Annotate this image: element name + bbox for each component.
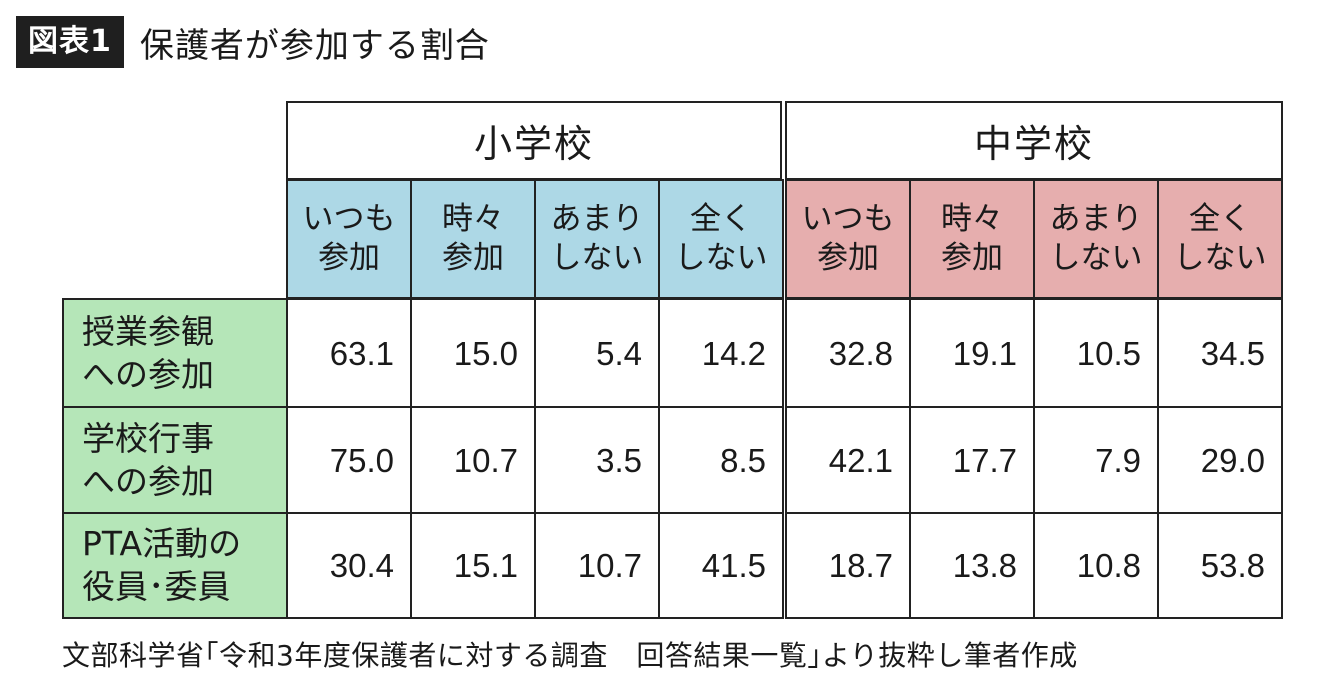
cell-elementary-r2-c2: 10.7 — [534, 512, 660, 619]
cell-elementary-r2-c1: 15.1 — [410, 512, 536, 619]
col-header-elementary-0: いつも 参加 — [286, 179, 412, 299]
cell-middle-r1-c0: 42.1 — [785, 406, 911, 515]
cell-middle-r2-c1: 13.8 — [909, 512, 1035, 619]
cell-middle-r2-c0: 18.7 — [785, 512, 911, 619]
row-header-2: PTA活動の 役員･委員 — [62, 512, 288, 619]
cell-middle-r0-c0: 32.8 — [785, 298, 911, 409]
cell-middle-r0-c1: 19.1 — [909, 298, 1035, 409]
cell-elementary-r0-c0: 63.1 — [286, 298, 412, 409]
cell-elementary-r0-c2: 5.4 — [534, 298, 660, 409]
cell-elementary-r2-c0: 30.4 — [286, 512, 412, 619]
col-header-elementary-3: 全く しない — [658, 179, 784, 299]
cell-middle-r1-c2: 7.9 — [1033, 406, 1159, 515]
figure-title: 保護者が参加する割合 — [139, 25, 490, 66]
row-header-0: 授業参観 への参加 — [62, 298, 288, 409]
figure-title-row: 図表1 保護者が参加する割合 — [16, 16, 490, 68]
cell-middle-r2-c2: 10.8 — [1033, 512, 1159, 619]
col-header-middle-2: あまり しない — [1033, 179, 1159, 299]
cell-middle-r2-c3: 53.8 — [1157, 512, 1283, 619]
col-header-elementary-2: あまり しない — [534, 179, 660, 299]
cell-middle-r1-c3: 29.0 — [1157, 406, 1283, 515]
cell-elementary-r2-c3: 41.5 — [658, 512, 784, 619]
cell-elementary-r1-c0: 75.0 — [286, 406, 412, 515]
col-header-middle-3: 全く しない — [1157, 179, 1283, 299]
cell-middle-r1-c1: 17.7 — [909, 406, 1035, 515]
source-note: 文部科学省｢令和3年度保護者に対する調査 回答結果一覧｣より抜粋し筆者作成 — [62, 639, 1078, 672]
cell-elementary-r1-c2: 3.5 — [534, 406, 660, 515]
figure-label: 図表1 — [16, 16, 124, 68]
col-header-middle-0: いつも 参加 — [785, 179, 911, 299]
cell-elementary-r0-c1: 15.0 — [410, 298, 536, 409]
cell-elementary-r1-c3: 8.5 — [658, 406, 784, 515]
cell-middle-r0-c2: 10.5 — [1033, 298, 1159, 409]
cell-elementary-r0-c3: 14.2 — [658, 298, 784, 409]
cell-middle-r0-c3: 34.5 — [1157, 298, 1283, 409]
col-header-elementary-1: 時々 参加 — [410, 179, 536, 299]
cell-elementary-r1-c1: 10.7 — [410, 406, 536, 515]
col-header-middle-1: 時々 参加 — [909, 179, 1035, 299]
row-header-1: 学校行事 への参加 — [62, 406, 288, 515]
group-header-middle: 中学校 — [785, 101, 1283, 180]
group-header-elementary: 小学校 — [286, 101, 782, 180]
